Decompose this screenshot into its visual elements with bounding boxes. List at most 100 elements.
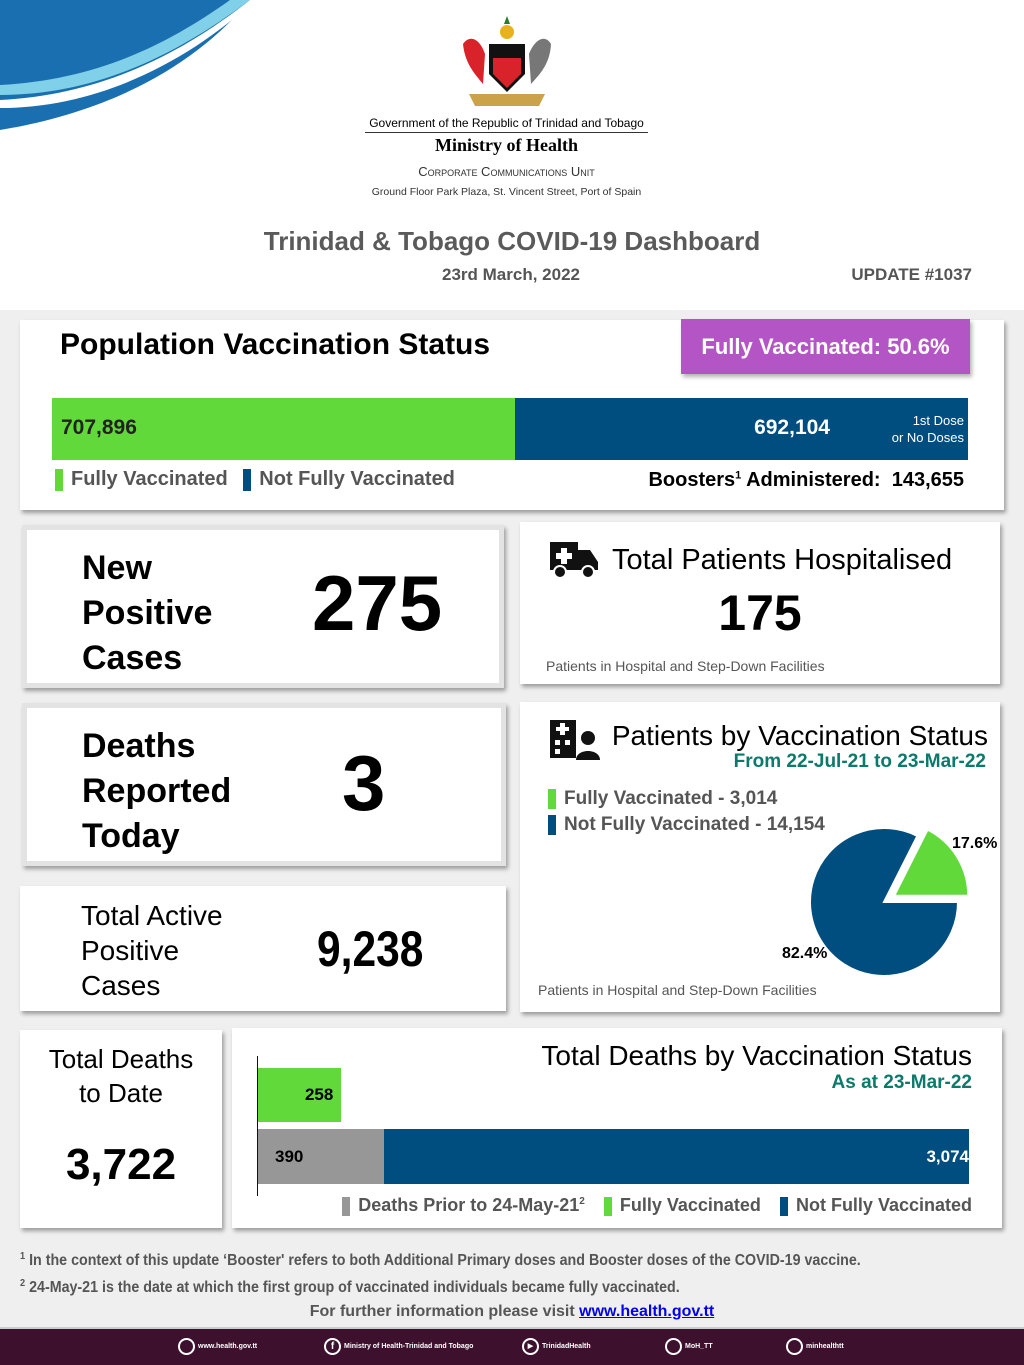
fully-vaccinated-value: 707,896	[61, 416, 137, 439]
note-line: or No Doses	[891, 430, 964, 445]
label-line: Today	[82, 817, 180, 855]
legend-label: Not Fully Vaccinated - 14,154	[564, 814, 825, 835]
patients-vaccination-title: Patients by Vaccination Status	[611, 720, 988, 751]
decorative-swoosh	[0, 0, 255, 130]
footer-instagram[interactable]: minhealthtt	[786, 1338, 844, 1355]
footer-twitter[interactable]: MoH_TT	[665, 1338, 786, 1355]
label-line: Total Active	[81, 900, 223, 931]
not-fully-vaccinated-segment: 692,104 1st Dose or No Doses	[515, 398, 968, 460]
label-line: Positive	[81, 935, 180, 966]
pie-slice-not-fully-vaccinated	[809, 827, 960, 977]
legend-item: Not Fully Vaccinated - 14,154	[548, 812, 825, 838]
footnote-text: In the context of this update ‘Booster' …	[29, 1252, 861, 1270]
bar-label: 390	[275, 1147, 304, 1166]
ambulance-icon	[550, 542, 598, 579]
legend-swatch	[55, 468, 63, 491]
legend-label: Not Fully Vaccinated	[259, 468, 455, 490]
gov-name: Government of the Republic of Trinidad a…	[365, 116, 648, 133]
deaths-chart-title: Total Deaths by Vaccination Status	[541, 1040, 972, 1071]
facebook-icon: f	[324, 1338, 341, 1355]
pie-slice-fully-vaccinated	[892, 828, 970, 897]
deaths-today-card: Deaths Reported Today 3	[22, 703, 506, 866]
new-cases-card: New Positive Cases 275	[22, 525, 504, 688]
label-line: Deaths	[82, 727, 196, 765]
pie-label: 17.6%	[952, 835, 997, 852]
further-info-text: For further information please visit	[309, 1303, 580, 1320]
label-line: to Date	[79, 1078, 163, 1108]
label-line: New	[82, 549, 152, 587]
legend-label: Not Fully Vaccinated	[795, 1195, 972, 1215]
label-line: Cases	[81, 970, 161, 1001]
footer-bar: www.health.gov.tt f Ministry of Health-Tr…	[0, 1327, 1024, 1365]
hospitalised-value: 175	[718, 585, 802, 641]
new-cases-value: 275	[312, 559, 443, 647]
chart-axis	[257, 1056, 258, 1196]
footer-label: www.health.gov.tt	[198, 1343, 258, 1350]
report-date: 23rd March, 2022	[442, 265, 580, 284]
footnotes: 1 In the context of this update ‘Booster…	[20, 1245, 995, 1299]
legend-label: Deaths Prior to 24-May-21	[358, 1195, 580, 1215]
vaccination-status-card: Population Vaccination Status Fully Vacc…	[20, 319, 1004, 510]
legend-swatch	[342, 1196, 351, 1216]
legend-label: Fully Vaccinated	[619, 1195, 761, 1215]
deaths-vaccination-card: Total Deaths by Vaccination Status As at…	[232, 1028, 1002, 1228]
deaths-chart-subtitle: As at 23-Mar-22	[831, 1072, 972, 1093]
vaccination-bar: 707,896 692,104 1st Dose or No Doses	[52, 398, 968, 460]
vaccination-legend: Fully Vaccinated Not Fully Vaccinated	[55, 468, 455, 491]
label-line: Reported	[82, 772, 232, 810]
web-icon	[178, 1338, 195, 1355]
card-title: Population Vaccination Status	[60, 328, 491, 361]
legend-swatch	[603, 1196, 612, 1216]
footnote-text: 24-May-21 is the date at which the first…	[29, 1279, 680, 1297]
hospitalised-card: Total Patients Hospitalised 175 Patients…	[520, 522, 1000, 684]
label-line: Total Deaths	[48, 1044, 194, 1074]
hospital-patient-icon	[550, 720, 600, 760]
footnote-2: 2 24-May-21 is the date at which the fir…	[20, 1278, 680, 1297]
legend-swatch	[243, 468, 252, 491]
patients-vaccination-note: Patients in Hospital and Step-Down Facil…	[538, 982, 817, 998]
bar-not-fully-vaccinated: 3,074	[384, 1129, 969, 1184]
coat-of-arms-logo	[463, 16, 551, 106]
active-cases-label: Total Active Positive Cases	[81, 898, 223, 1003]
footer-facebook[interactable]: f Ministry of Health-Trinidad and Tobago	[324, 1338, 522, 1355]
footer-label: MoH_TT	[685, 1343, 713, 1350]
unit-name: Corporate Communications Unit	[418, 164, 595, 179]
bar-deaths-prior: 390	[258, 1129, 384, 1184]
twitter-icon	[665, 1338, 682, 1355]
hospitalised-note: Patients in Hospital and Step-Down Facil…	[546, 658, 825, 674]
footnote-ref: 2	[579, 1196, 585, 1207]
footer-label: Ministry of Health-Trinidad and Tobago	[344, 1343, 474, 1350]
instagram-icon	[786, 1338, 803, 1355]
fully-vaccinated-badge: Fully Vaccinated: 50.6%	[681, 319, 970, 374]
patients-pie-chart: 17.6% 82.4%	[782, 827, 997, 977]
bar-label: 3,074	[926, 1147, 969, 1166]
footer-youtube[interactable]: ▶ TrinidadHealth	[522, 1338, 665, 1355]
youtube-icon: ▶	[522, 1338, 539, 1355]
deaths-today-label: Deaths Reported Today	[82, 724, 231, 859]
hospitalised-title: Total Patients Hospitalised	[612, 544, 953, 576]
footer-web[interactable]: www.health.gov.tt	[178, 1338, 324, 1355]
legend-swatch	[548, 788, 556, 809]
patients-vaccination-card: Patients by Vaccination Status From 22-J…	[520, 702, 1000, 1012]
deaths-today-value: 3	[342, 739, 386, 827]
boosters-label: Boosters	[648, 469, 736, 491]
pie-label: 82.4%	[782, 945, 827, 962]
total-deaths-label: Total Deaths to Date	[20, 1042, 222, 1110]
further-info: For further information please visit www…	[0, 1303, 1024, 1321]
legend-swatch	[779, 1196, 788, 1216]
address: Ground Floor Park Plaza, St. Vincent Str…	[371, 186, 642, 198]
bar-fully-vaccinated: 258	[258, 1068, 342, 1122]
deaths-chart-legend: Deaths Prior to 24-May-212 Fully Vaccina…	[342, 1195, 972, 1216]
not-fully-vaccinated-value: 692,104	[754, 416, 830, 439]
boosters-label: Administered:	[741, 469, 881, 491]
boosters-administered: Boosters1 Administered: 143,655	[648, 469, 964, 492]
legend-label: Fully Vaccinated - 3,014	[564, 788, 778, 809]
pie-legend: Fully Vaccinated - 3,014 Not Fully Vacci…	[548, 786, 825, 838]
health-website-link[interactable]: www.health.gov.tt	[579, 1303, 715, 1320]
legend-swatch	[548, 814, 556, 835]
ministry-name: Ministry of Health	[435, 135, 578, 155]
active-cases-value: 9,238	[317, 921, 424, 977]
total-deaths-value: 3,722	[65, 1140, 177, 1189]
new-cases-label: New Positive Cases	[82, 546, 212, 681]
note-line: 1st Dose	[912, 413, 964, 428]
